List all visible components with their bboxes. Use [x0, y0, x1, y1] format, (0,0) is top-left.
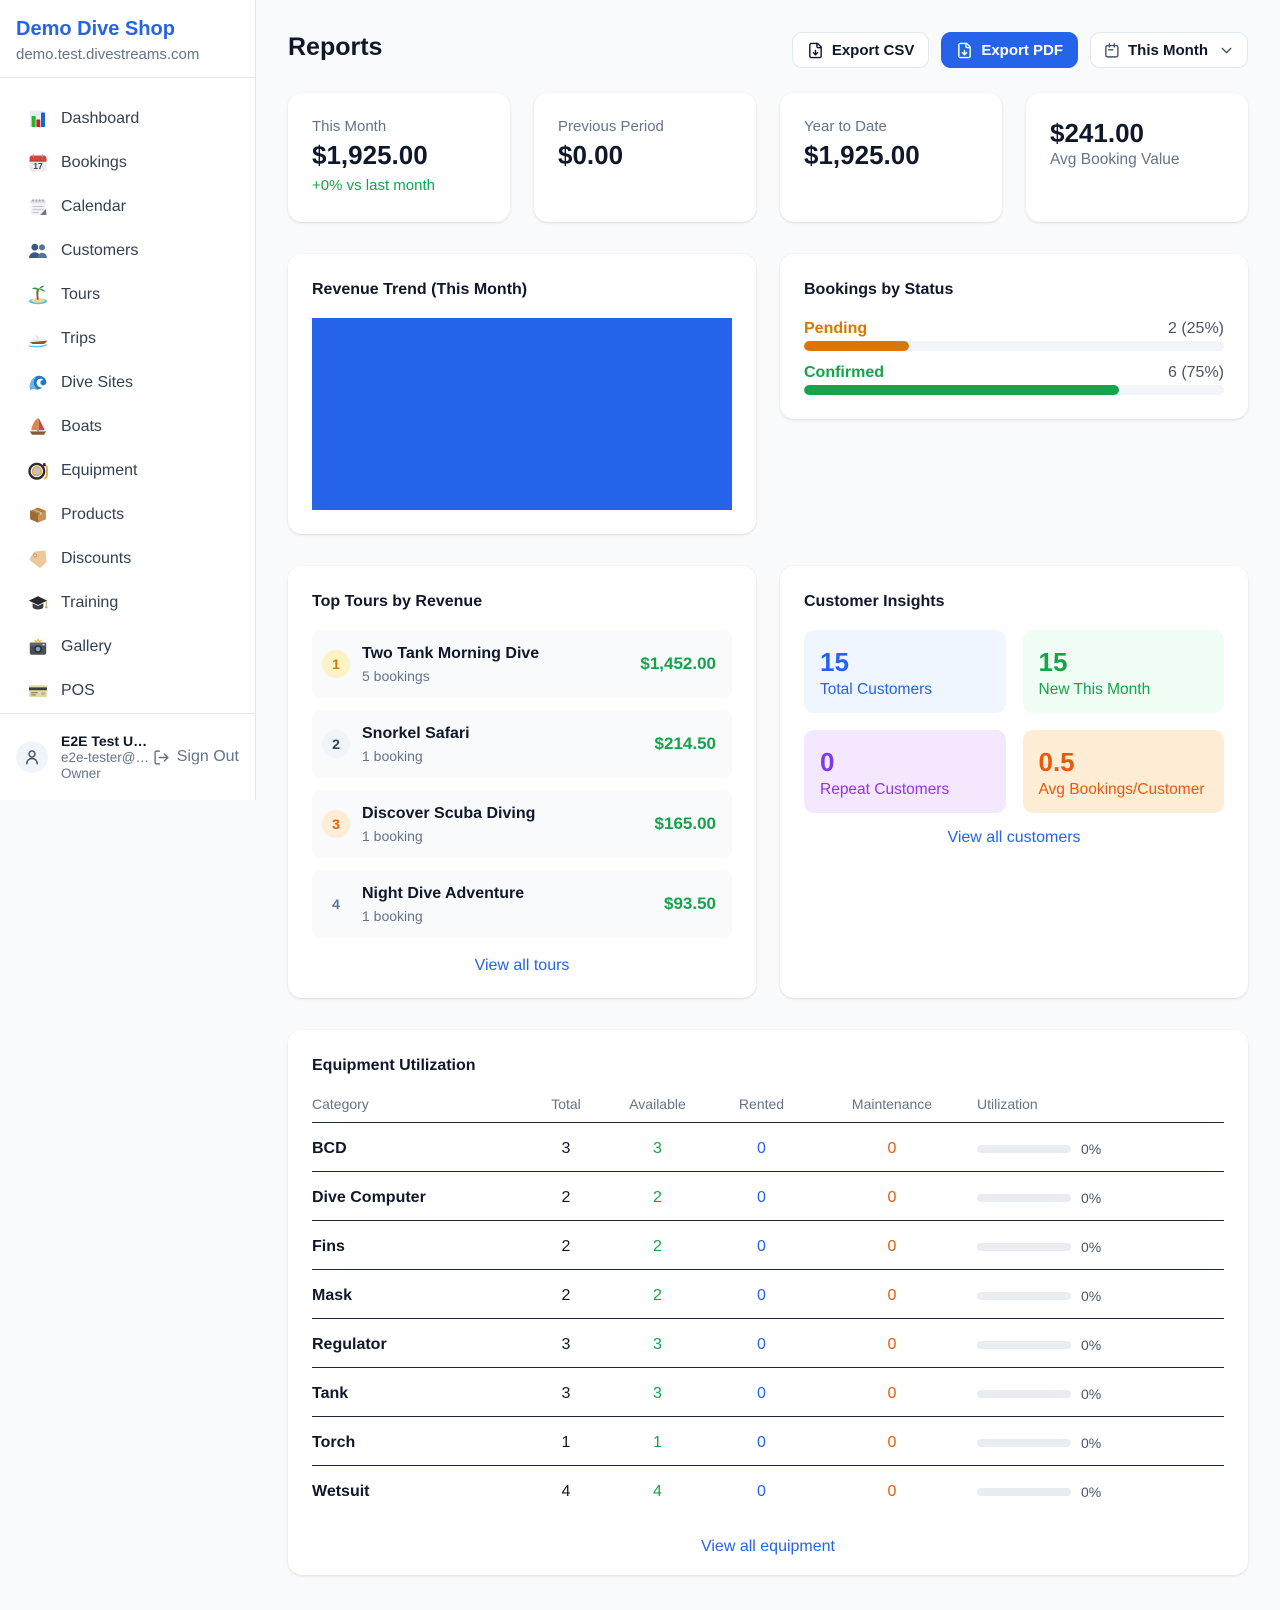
svg-text:17: 17 [33, 161, 43, 171]
